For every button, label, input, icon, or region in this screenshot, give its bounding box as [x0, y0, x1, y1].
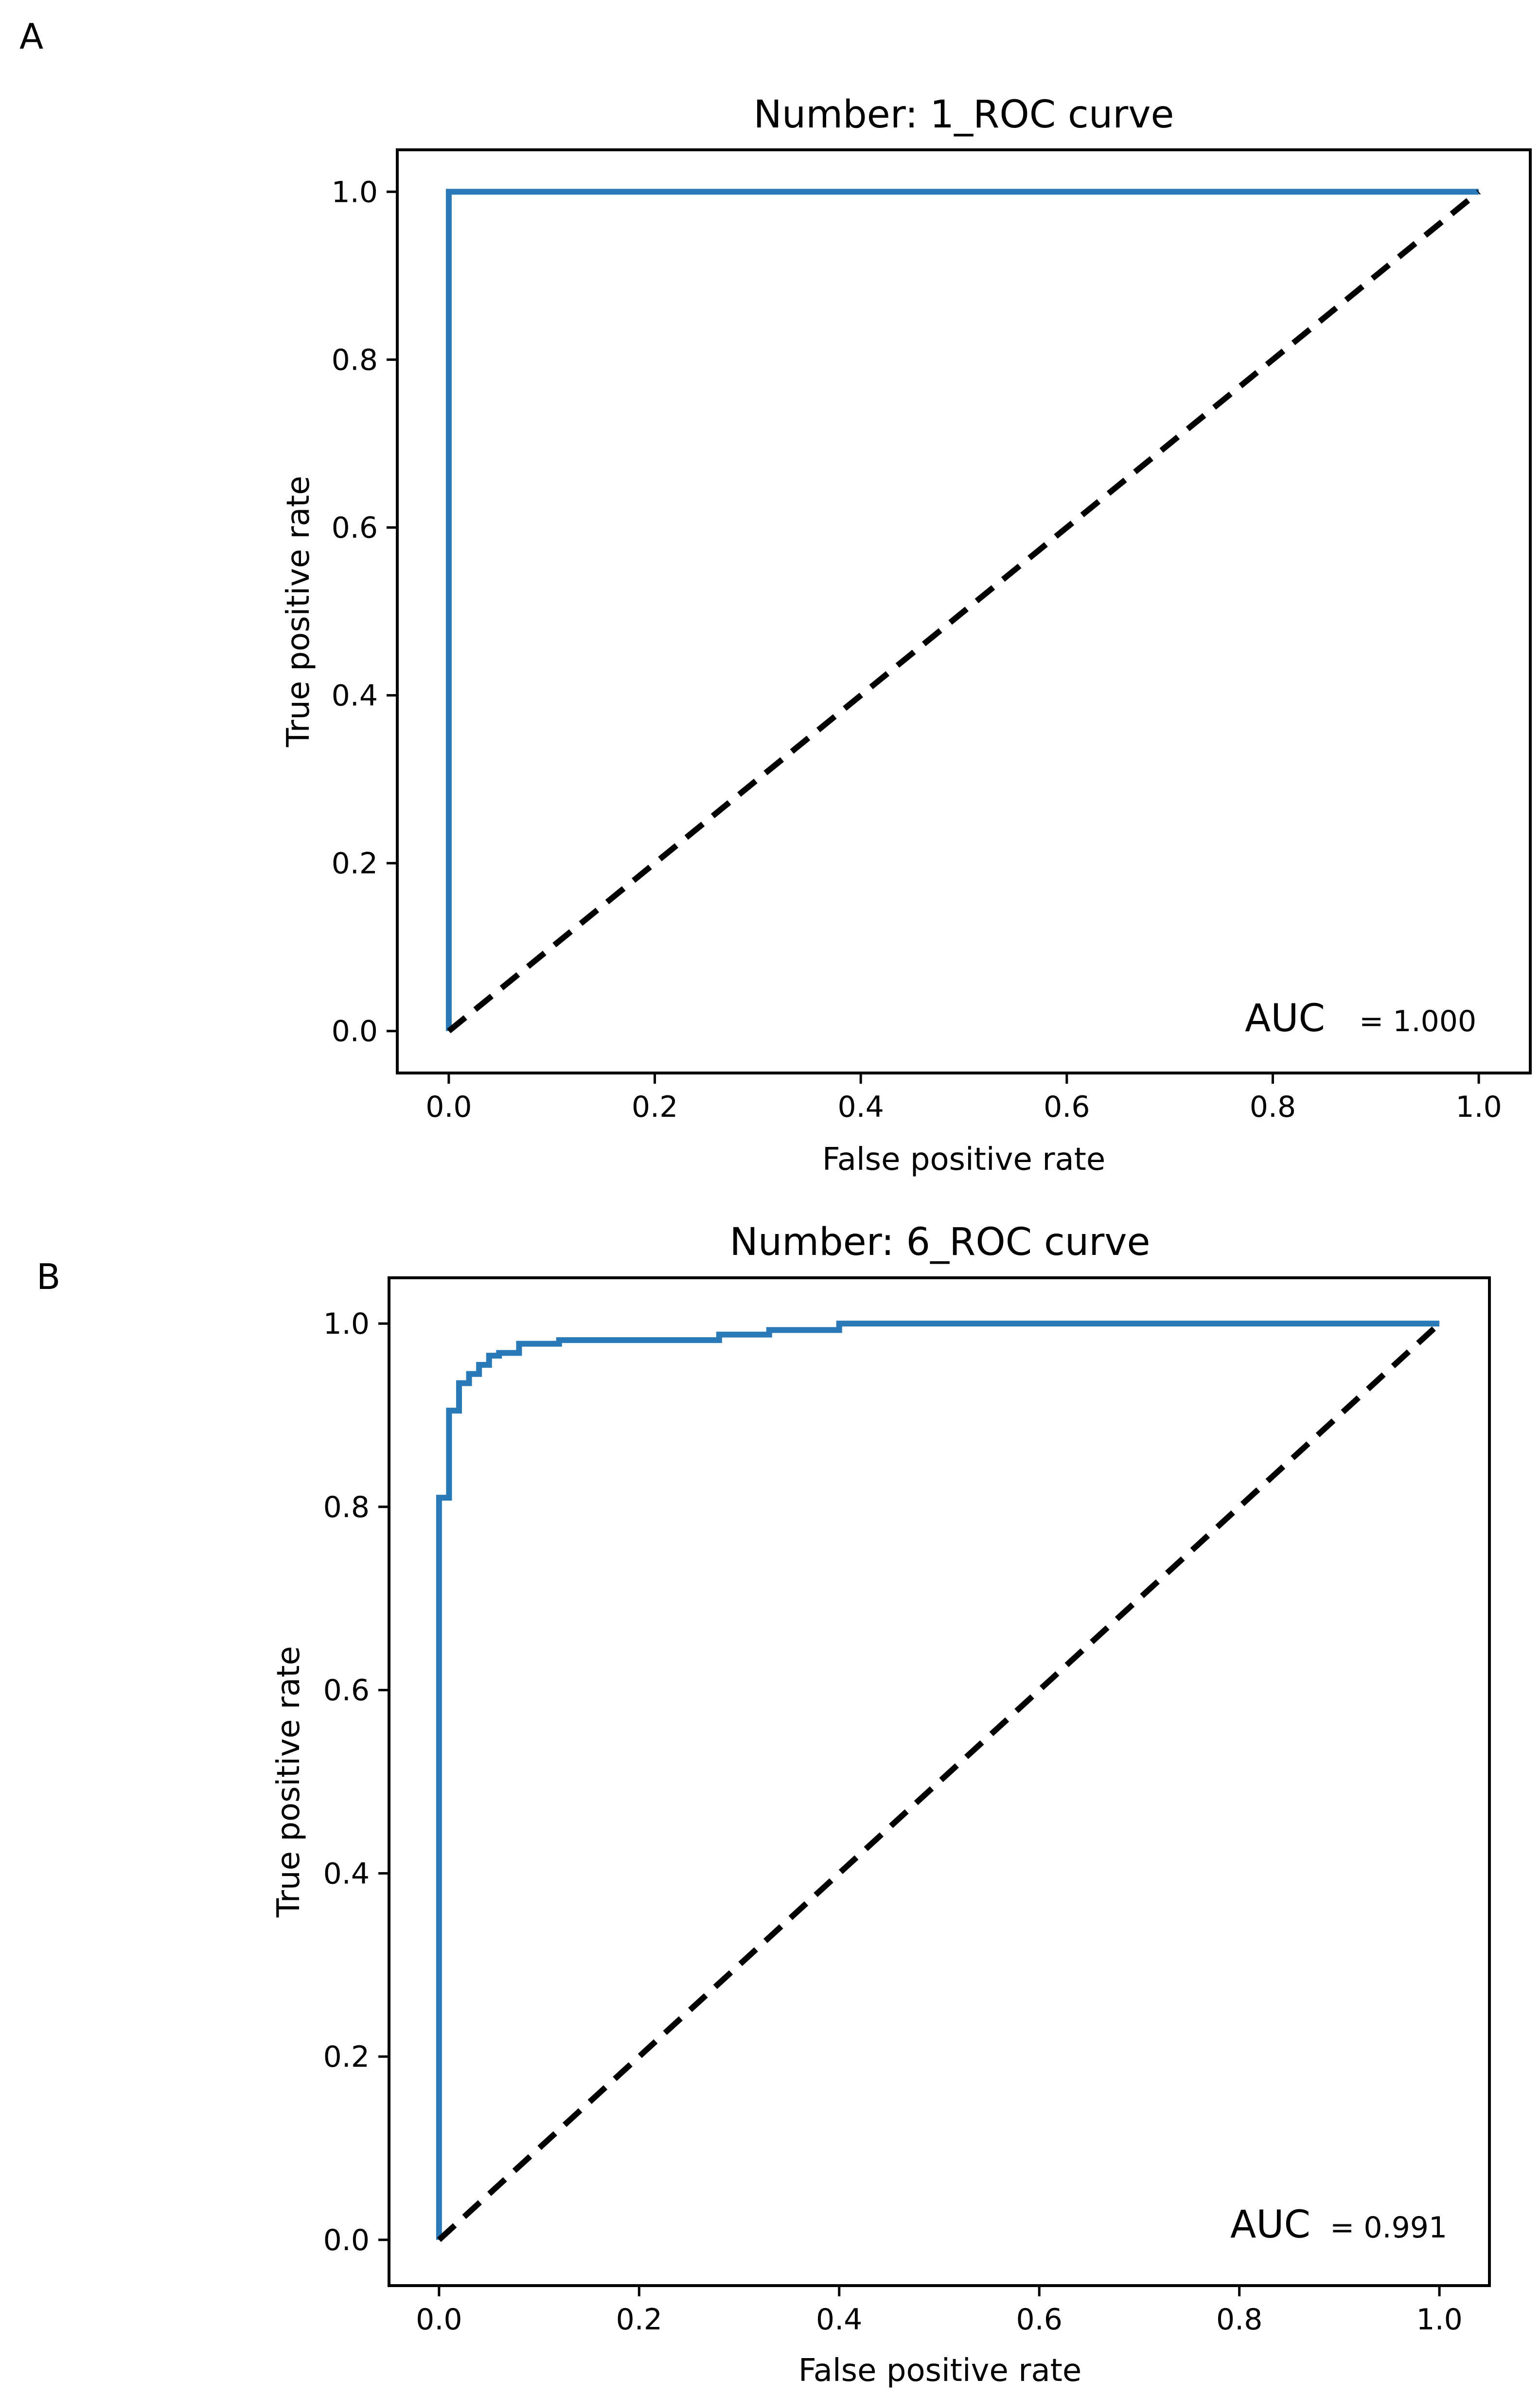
- y-tick-label-b-4: 0.8: [323, 1490, 370, 1524]
- x-tick-label-b-4: 0.8: [1216, 2303, 1262, 2337]
- x-tick-label-a-3: 0.6: [1044, 1090, 1090, 1124]
- y-tick-label-b-5: 1.0: [323, 1307, 370, 1341]
- x-tick-label-b-1: 0.2: [616, 2303, 662, 2337]
- x-tick-label-a-1: 0.2: [632, 1090, 678, 1124]
- y-axis-label-a: True positive rate: [281, 476, 317, 748]
- y-tick-label-b-2: 0.4: [323, 1857, 370, 1891]
- chance-line-a: [447, 189, 1481, 1034]
- chart-title-b: Number: 6_ROC curve: [729, 1220, 1150, 1264]
- x-ticks-a: 0.0 0.2 0.4 0.6 0.8 1.0: [425, 1073, 1502, 1124]
- plot-area-a: [445, 189, 1481, 1034]
- y-tick-label-b-0: 0.0: [323, 2223, 370, 2257]
- x-tick-label-a-5: 1.0: [1455, 1090, 1502, 1124]
- y-tick-label-a-4: 0.8: [332, 343, 378, 377]
- auc-value-b: = 0.991: [1330, 2211, 1447, 2245]
- x-tick-label-b-0: 0.0: [416, 2303, 462, 2337]
- x-tick-label-a-0: 0.0: [425, 1090, 472, 1124]
- y-tick-label-b-1: 0.2: [323, 2040, 370, 2074]
- y-tick-label-a-3: 0.6: [332, 511, 378, 545]
- x-ticks-b: 0.0 0.2 0.4 0.6 0.8 1.0: [416, 2286, 1463, 2337]
- x-tick-label-b-3: 0.6: [1016, 2303, 1062, 2337]
- y-ticks-b: 0.0 0.2 0.4 0.6 0.8 1.0: [323, 1307, 389, 2257]
- roc-panel-a: A Number: 1_ROC curve 0.0 0.2 0.4 0.6 0.8 1.0…: [19, 16, 1532, 1178]
- plot-frame-a: [396, 148, 1532, 1074]
- y-tick-label-a-1: 0.2: [332, 847, 378, 881]
- y-tick-label-a-5: 1.0: [332, 175, 378, 209]
- auc-label-a: AUC: [1245, 997, 1325, 1040]
- y-tick-label-b-3: 0.6: [323, 1674, 370, 1708]
- x-axis-label-a: False positive rate: [822, 1142, 1105, 1178]
- x-tick-label-a-4: 0.8: [1250, 1090, 1296, 1124]
- x-tick-label-a-2: 0.4: [837, 1090, 884, 1124]
- x-tick-label-b-5: 1.0: [1416, 2303, 1462, 2337]
- auc-value-a: = 1.000: [1359, 1004, 1476, 1038]
- auc-label-b: AUC: [1230, 2203, 1310, 2247]
- x-axis-label-b: False positive rate: [798, 2353, 1081, 2389]
- y-ticks-a: 0.0 0.2 0.4 0.6 0.8 1.0: [332, 175, 397, 1049]
- chance-line-b: [437, 1321, 1442, 2242]
- y-tick-label-a-2: 0.4: [332, 679, 378, 713]
- roc-curve-a: [445, 189, 1479, 1031]
- y-axis-label-b: True positive rate: [271, 1646, 307, 1918]
- x-tick-label-b-2: 0.4: [816, 2303, 862, 2337]
- panel-label-b: B: [36, 1256, 60, 1297]
- panel-label-a: A: [19, 16, 43, 57]
- plot-area-b: [436, 1321, 1442, 2242]
- plot-frame-b: [388, 1276, 1491, 2287]
- roc-curve-b: [436, 1321, 1440, 2240]
- roc-panel-b: B Number: 6_ROC curve 0.0 0.2 0.4 0.6 0.8 1.0…: [36, 1220, 1491, 2389]
- chart-title-a: Number: 1_ROC curve: [753, 93, 1174, 137]
- y-tick-label-a-0: 0.0: [332, 1015, 378, 1049]
